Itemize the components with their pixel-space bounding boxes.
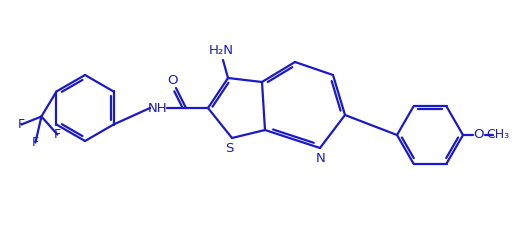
Text: O: O xyxy=(473,128,483,142)
Text: H₂N: H₂N xyxy=(209,45,233,58)
Text: S: S xyxy=(225,142,233,155)
Text: F: F xyxy=(18,118,25,131)
Text: O: O xyxy=(168,74,178,86)
Text: N: N xyxy=(316,151,326,164)
Text: F: F xyxy=(32,136,39,149)
Text: CH₃: CH₃ xyxy=(486,128,510,142)
Text: NH: NH xyxy=(148,101,168,115)
Text: F: F xyxy=(54,128,61,141)
